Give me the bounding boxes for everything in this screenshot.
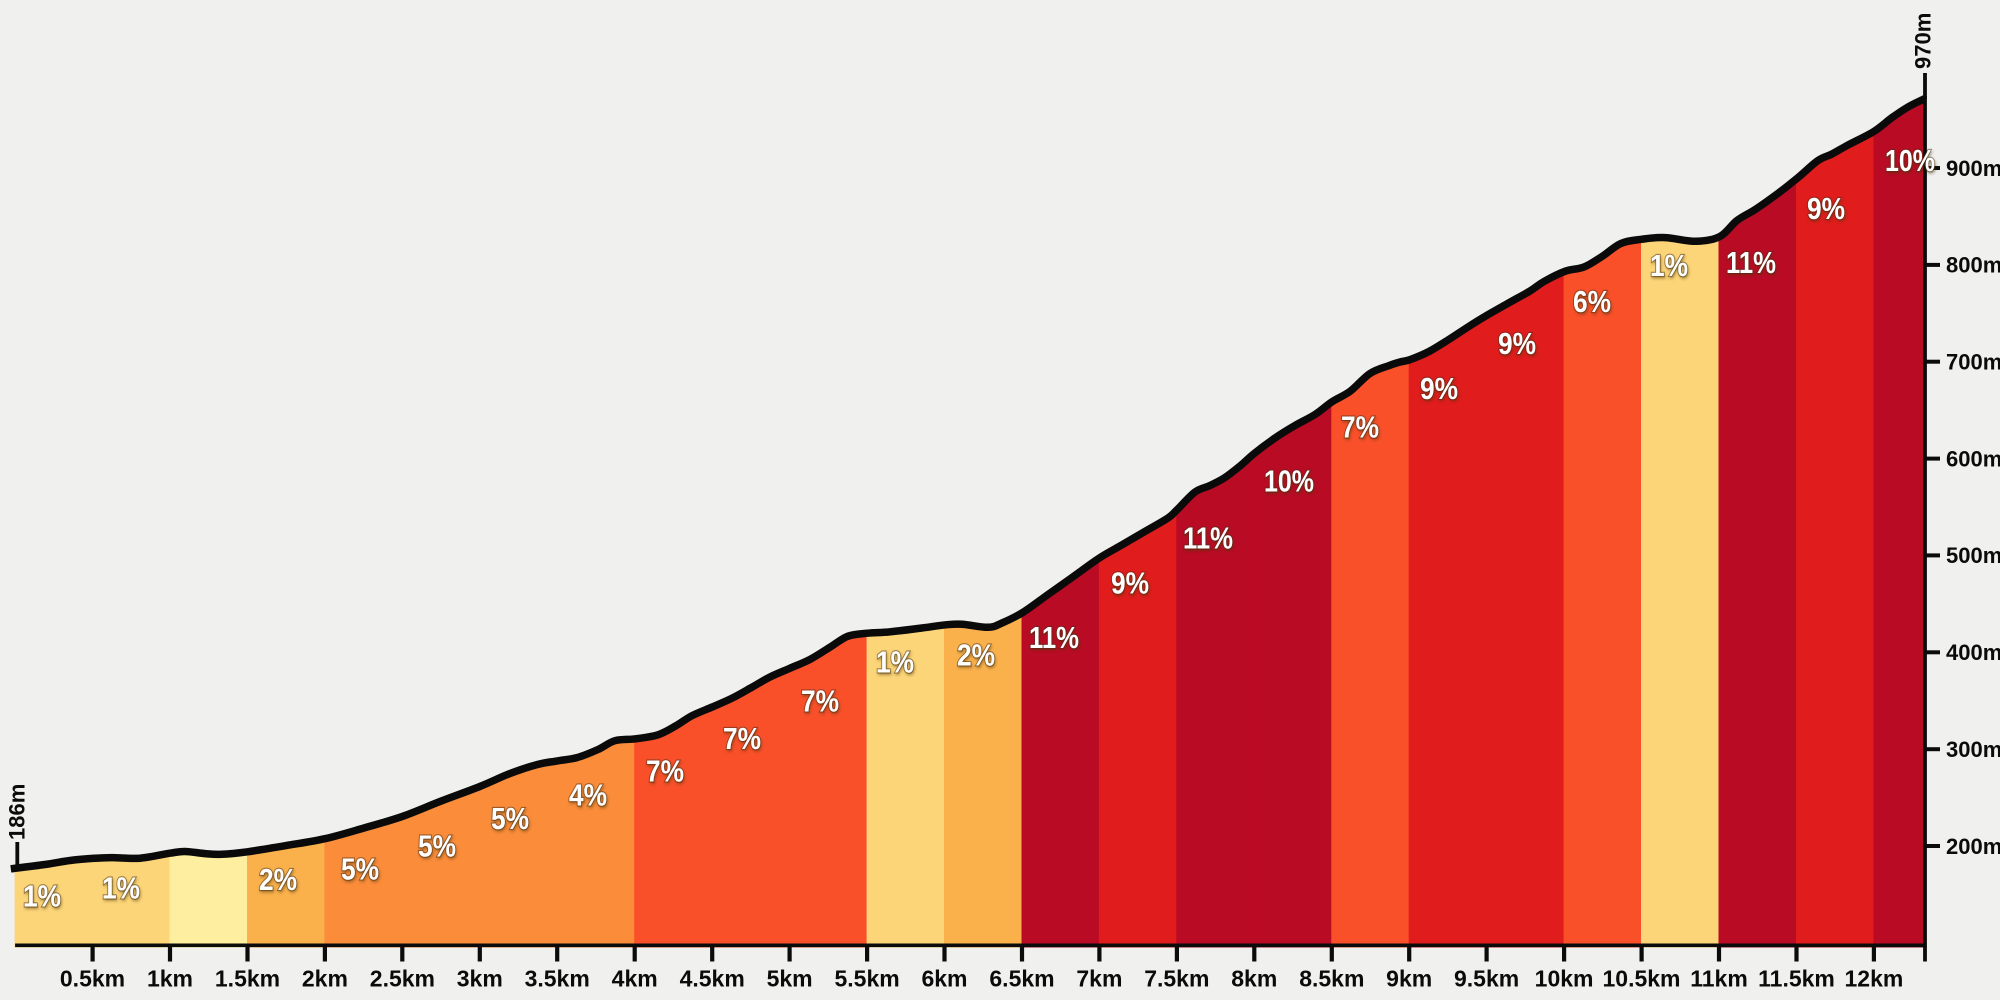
svg-text:9km: 9km (1386, 966, 1432, 992)
svg-text:2%: 2% (259, 862, 297, 897)
svg-text:7%: 7% (801, 683, 839, 718)
svg-text:6.5km: 6.5km (989, 966, 1054, 992)
svg-text:9%: 9% (1498, 326, 1536, 361)
svg-text:5%: 5% (418, 828, 456, 863)
svg-text:11%: 11% (1183, 520, 1233, 555)
svg-text:2%: 2% (957, 637, 995, 672)
svg-text:7%: 7% (646, 753, 684, 788)
svg-text:1.5km: 1.5km (215, 966, 280, 992)
svg-text:5.5km: 5.5km (834, 966, 899, 992)
svg-text:6km: 6km (921, 966, 967, 992)
svg-text:10km: 10km (1535, 966, 1594, 992)
svg-text:800m: 800m (1946, 253, 2000, 278)
svg-text:1km: 1km (147, 966, 193, 992)
svg-text:8km: 8km (1231, 966, 1277, 992)
svg-text:4km: 4km (612, 966, 658, 992)
svg-text:7.5km: 7.5km (1144, 966, 1209, 992)
svg-text:6%: 6% (1573, 284, 1611, 319)
svg-text:300m: 300m (1946, 737, 2000, 762)
svg-text:9%: 9% (1420, 371, 1458, 406)
svg-text:10%: 10% (1264, 463, 1314, 498)
svg-text:970m: 970m (1911, 13, 1936, 69)
svg-text:1%: 1% (1650, 248, 1688, 283)
svg-text:11%: 11% (1726, 245, 1776, 280)
svg-text:3.5km: 3.5km (525, 966, 590, 992)
svg-text:500m: 500m (1946, 543, 2000, 568)
svg-text:1%: 1% (23, 878, 61, 913)
svg-text:1%: 1% (876, 644, 914, 679)
svg-text:10.5km: 10.5km (1602, 966, 1680, 992)
svg-text:12km: 12km (1844, 966, 1903, 992)
svg-text:0.5km: 0.5km (60, 966, 125, 992)
svg-text:9.5km: 9.5km (1454, 966, 1519, 992)
svg-text:600m: 600m (1946, 446, 2000, 471)
svg-text:8.5km: 8.5km (1299, 966, 1364, 992)
svg-text:4%: 4% (569, 777, 607, 812)
svg-text:5%: 5% (341, 851, 379, 886)
svg-text:9%: 9% (1807, 191, 1845, 226)
svg-text:700m: 700m (1946, 350, 2000, 375)
svg-text:200m: 200m (1946, 834, 2000, 859)
svg-text:4.5km: 4.5km (680, 966, 745, 992)
svg-text:7%: 7% (723, 721, 761, 756)
svg-text:900m: 900m (1946, 156, 2000, 181)
svg-text:186m: 186m (5, 784, 30, 840)
svg-text:2.5km: 2.5km (370, 966, 435, 992)
svg-text:11%: 11% (1029, 620, 1079, 655)
svg-text:5km: 5km (767, 966, 813, 992)
svg-text:7km: 7km (1076, 966, 1122, 992)
svg-text:11.5km: 11.5km (1758, 966, 1835, 992)
svg-text:10%: 10% (1885, 143, 1935, 178)
svg-text:3km: 3km (457, 966, 503, 992)
svg-text:9%: 9% (1111, 565, 1149, 600)
svg-text:400m: 400m (1946, 640, 2000, 665)
svg-text:11km: 11km (1690, 966, 1748, 992)
svg-text:1%: 1% (102, 870, 140, 905)
svg-text:2km: 2km (302, 966, 348, 992)
svg-text:5%: 5% (491, 801, 529, 836)
svg-text:7%: 7% (1341, 409, 1379, 444)
